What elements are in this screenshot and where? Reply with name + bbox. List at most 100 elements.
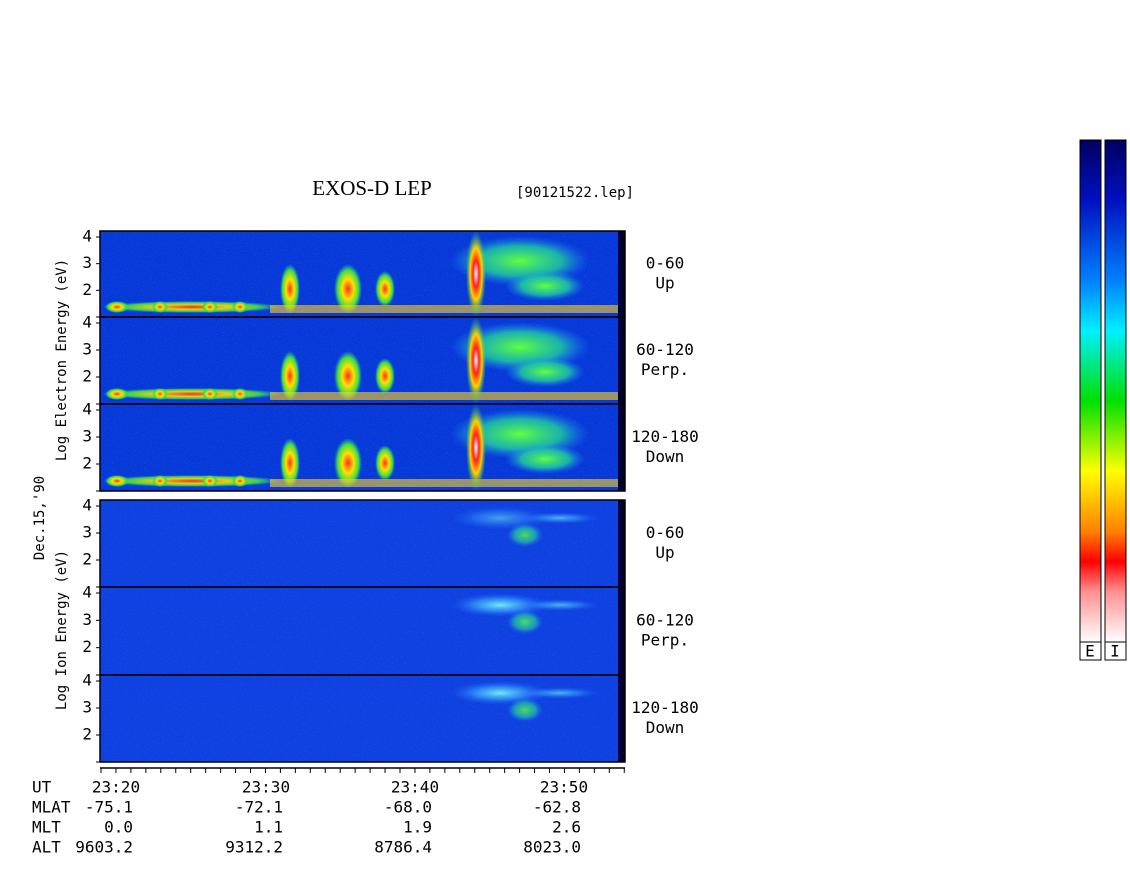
feature: [105, 388, 129, 400]
direction-label: Perp.: [641, 631, 689, 650]
angle-label: 120-180: [631, 427, 698, 446]
low-energy-band: [270, 305, 620, 313]
feature: [505, 357, 585, 387]
direction-label: Up: [655, 274, 674, 293]
y-axis-label: Log Electron Energy (eV): [54, 259, 70, 461]
feature: [232, 475, 248, 487]
direction-label: Down: [646, 447, 685, 466]
feature: [466, 317, 486, 404]
direction-label: Up: [655, 543, 674, 562]
y-tick-label: 4: [82, 313, 92, 332]
panel-edge: [618, 317, 625, 404]
y-tick-label: 4: [82, 496, 92, 515]
orbit-value: 9603.2: [75, 838, 133, 857]
feature: [507, 523, 543, 547]
orbit-value: 23:40: [391, 778, 439, 797]
feature: [375, 271, 395, 307]
panel-edge: [618, 587, 625, 675]
feature: [152, 388, 168, 400]
y-tick-label: 3: [82, 253, 92, 272]
colorbar-label: I: [1110, 642, 1120, 661]
direction-label: Perp.: [641, 360, 689, 379]
colorbar-label: E: [1085, 642, 1095, 661]
feature: [202, 301, 218, 313]
date-label: Dec.15,'90: [32, 476, 48, 560]
feature: [520, 687, 600, 699]
colorbar-label-box: [1079, 641, 1102, 661]
y-tick-label: 3: [82, 427, 92, 446]
y-tick-label: 2: [82, 280, 92, 299]
y-tick-label: 4: [82, 583, 92, 602]
y-tick-label: 4: [82, 227, 92, 246]
low-energy-band: [270, 392, 620, 400]
panel-edge: [618, 675, 625, 762]
feature: [232, 301, 248, 313]
plots: 2340-60Up23460-120Perp.234120-180Down234…: [32, 227, 699, 857]
colorbar-label-box: [1104, 641, 1127, 661]
y-tick-label: 2: [82, 725, 92, 744]
angle-label: 60-120: [636, 611, 694, 630]
y-tick-label: 2: [82, 367, 92, 386]
y-tick-label: 2: [82, 637, 92, 656]
orbit-value: 23:20: [92, 778, 140, 797]
feature: [466, 231, 486, 317]
angle-label: 0-60: [646, 523, 685, 542]
time-axis: UT 23:20 23:30 23:40 23:50 MLAT -75.1 -72.1 -68.…: [32, 767, 625, 857]
feature: [232, 388, 248, 400]
orbit-value: -68.0: [384, 798, 432, 817]
colorbar: [1104, 139, 1127, 643]
feature: [280, 351, 300, 401]
orbit-value: 1.1: [254, 818, 283, 837]
feature: [334, 351, 362, 401]
orbit-value: 0.0: [104, 818, 133, 837]
panel-edge: [618, 231, 625, 317]
panel-frame: [99, 403, 626, 492]
y-tick-label: 3: [82, 698, 92, 717]
feature: [334, 264, 362, 314]
orbit-value: 23:50: [540, 778, 588, 797]
orbit-value: -75.1: [85, 798, 133, 817]
orbit-value: -62.8: [533, 798, 581, 817]
feature: [466, 404, 486, 491]
feature: [520, 512, 600, 524]
orbit-value: -72.1: [235, 798, 283, 817]
orbit-value: 8786.4: [374, 838, 432, 857]
feature: [520, 599, 600, 611]
angle-label: 0-60: [646, 254, 685, 273]
orbit-row-label: UT: [32, 778, 52, 797]
feature: [280, 438, 300, 488]
orbit-value: 2.6: [552, 818, 581, 837]
feature: [202, 475, 218, 487]
feature: [105, 301, 129, 313]
feature: [375, 358, 395, 394]
angle-label: 60-120: [636, 340, 694, 359]
y-tick-label: 4: [82, 400, 92, 419]
feature: [505, 271, 585, 301]
y-tick-label: 2: [82, 454, 92, 473]
y-tick-label: 3: [82, 610, 92, 629]
low-energy-band: [270, 479, 620, 487]
colorbar: [1079, 139, 1102, 643]
panel-edge: [618, 404, 625, 491]
feature: [280, 264, 300, 314]
y-tick-label: 3: [82, 340, 92, 359]
file-name: [90121522.lep]: [516, 185, 634, 201]
feature: [152, 301, 168, 313]
orbit-value: 8023.0: [523, 838, 581, 857]
direction-label: Down: [646, 718, 685, 737]
panel-edge: [618, 500, 625, 587]
y-axis-label: Log Ion Energy (eV): [54, 550, 70, 710]
y-tick-label: 3: [82, 523, 92, 542]
feature: [507, 698, 543, 722]
feature: [202, 388, 218, 400]
orbit-row-label: MLT: [32, 818, 61, 837]
feature: [105, 475, 129, 487]
feature: [507, 610, 543, 634]
